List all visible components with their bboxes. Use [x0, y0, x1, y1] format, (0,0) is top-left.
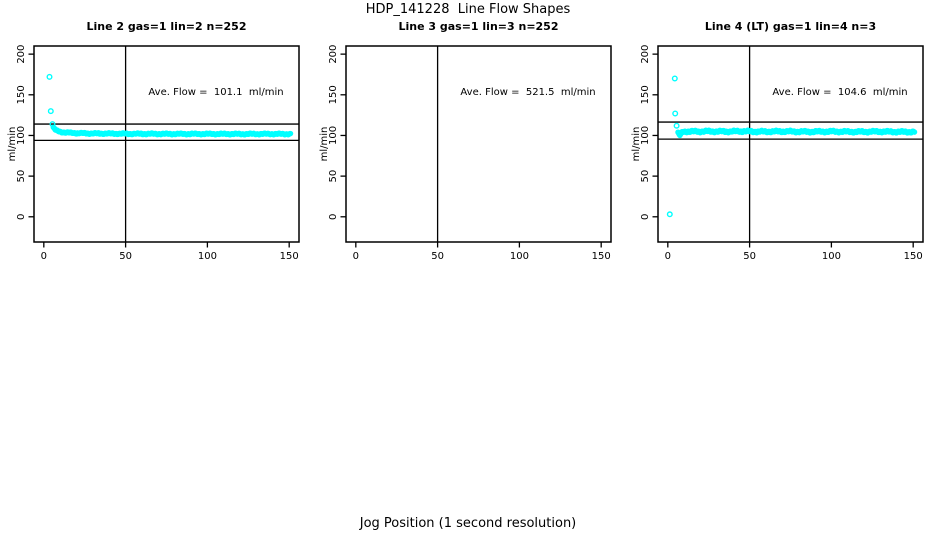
panel-line2: Line 2 gas=1 lin=2 n=252 0 50 100 150 0 50 100…	[0, 18, 300, 270]
panel-line3: Line 3 gas=1 lin=3 n=252 0 50 100 150 0 50 100…	[312, 18, 612, 270]
panel-title: Line 2 gas=1 lin=2 n=252	[86, 20, 247, 33]
svg-text:50: 50	[328, 170, 339, 183]
svg-text:150: 150	[592, 251, 611, 262]
svg-text:0: 0	[353, 251, 359, 262]
ave-flow-annotation: Ave. Flow = 101.1 ml/min	[148, 87, 284, 98]
svg-text:200: 200	[328, 45, 339, 64]
svg-text:100: 100	[822, 251, 841, 262]
plot-area-line3: 0 50 100 150 0 50 100 150 200 ml/min	[319, 45, 612, 262]
plot-area-line4: 0 50 100 150 0 50 100 150 200 ml/min	[631, 45, 924, 262]
ave-flow-annotation: Ave. Flow = 521.5 ml/min	[460, 87, 596, 98]
svg-text:100: 100	[640, 126, 651, 145]
svg-text:50: 50	[640, 170, 651, 183]
svg-text:0: 0	[640, 214, 651, 220]
svg-text:ml/min: ml/min	[631, 127, 642, 162]
svg-text:150: 150	[904, 251, 923, 262]
panel-title: Line 4 (LT) gas=1 lin=4 n=3	[704, 20, 877, 33]
svg-text:50: 50	[431, 251, 444, 262]
svg-text:100: 100	[328, 126, 339, 145]
plot-area-line2: 0 50 100 150 0 50 100 150 200 ml/min	[7, 45, 300, 262]
svg-text:0: 0	[16, 214, 27, 220]
svg-text:50: 50	[16, 170, 27, 183]
svg-text:200: 200	[640, 45, 651, 64]
svg-text:150: 150	[328, 85, 339, 104]
svg-text:0: 0	[665, 251, 671, 262]
svg-text:150: 150	[16, 85, 27, 104]
svg-text:100: 100	[16, 126, 27, 145]
svg-text:100: 100	[510, 251, 529, 262]
figure-xlabel: Jog Position (1 second resolution)	[359, 516, 577, 531]
panel-title: Line 3 gas=1 lin=3 n=252	[398, 20, 559, 33]
ave-flow-annotation: Ave. Flow = 104.6 ml/min	[772, 87, 908, 98]
svg-text:ml/min: ml/min	[319, 127, 330, 162]
svg-text:50: 50	[119, 251, 132, 262]
svg-text:100: 100	[198, 251, 217, 262]
svg-text:0: 0	[41, 251, 47, 262]
panel-line4: Line 4 (LT) gas=1 lin=4 n=3 0 50 100 150 0 50…	[624, 18, 924, 270]
svg-text:0: 0	[328, 214, 339, 220]
svg-text:150: 150	[640, 85, 651, 104]
svg-text:ml/min: ml/min	[7, 127, 18, 162]
figure-title: HDP_141228 Line Flow Shapes	[365, 2, 571, 17]
svg-text:150: 150	[280, 251, 299, 262]
svg-text:50: 50	[743, 251, 756, 262]
svg-text:200: 200	[16, 45, 27, 64]
